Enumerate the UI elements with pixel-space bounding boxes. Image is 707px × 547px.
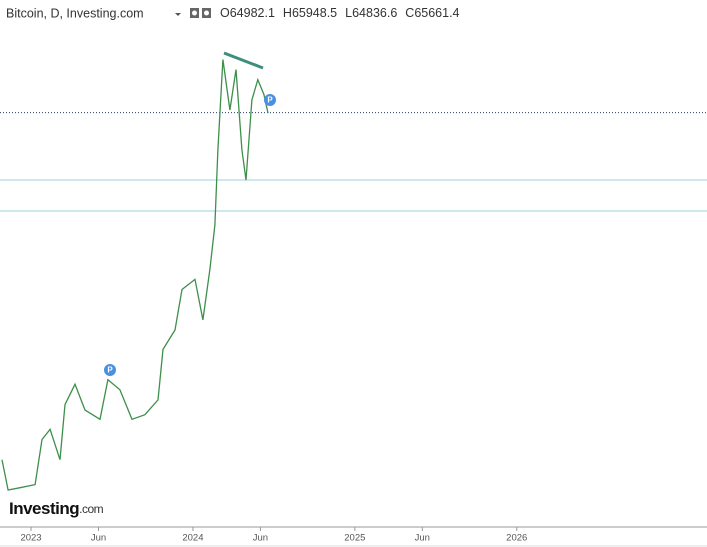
logo: Investing.com <box>9 499 104 518</box>
chart-title[interactable]: Bitcoin, D, Investing.com <box>6 6 144 20</box>
marker <box>104 364 116 376</box>
ohlc-label: H <box>283 6 292 20</box>
dropdown-arrow[interactable] <box>175 13 181 16</box>
x-tick-label: Jun <box>415 533 430 544</box>
marker-label: P <box>267 96 273 105</box>
price-line <box>1 59 269 491</box>
trend-line[interactable] <box>223 51 264 70</box>
ohlc-value: 64836.6 <box>352 6 397 20</box>
logo-main: Investing <box>9 499 79 518</box>
x-tick-label: 2023 <box>20 533 41 544</box>
ohlc-value: 64982.1 <box>230 6 275 20</box>
ohlc-value: 65661.4 <box>414 6 459 20</box>
logo-suffix: .com <box>79 502 104 516</box>
marker <box>264 94 276 106</box>
settings-icon-dot <box>204 10 209 16</box>
x-tick-label: 2026 <box>506 533 527 544</box>
ohlc-label: C <box>405 6 414 20</box>
x-tick-label: Jun <box>91 533 106 544</box>
marker-label: P <box>107 366 113 375</box>
x-tick-label: 2024 <box>182 533 203 544</box>
ohlc-value: 65948.5 <box>292 6 337 20</box>
ohlc-label: L <box>345 6 352 20</box>
x-tick-label: Jun <box>253 533 268 544</box>
x-tick-label: 2025 <box>344 533 365 544</box>
ohlc-label: O <box>220 6 230 20</box>
eye-icon-dot <box>192 10 197 16</box>
ohlc-values: O64982.1 H65948.5 L64836.6 C65661.4 <box>220 6 460 20</box>
